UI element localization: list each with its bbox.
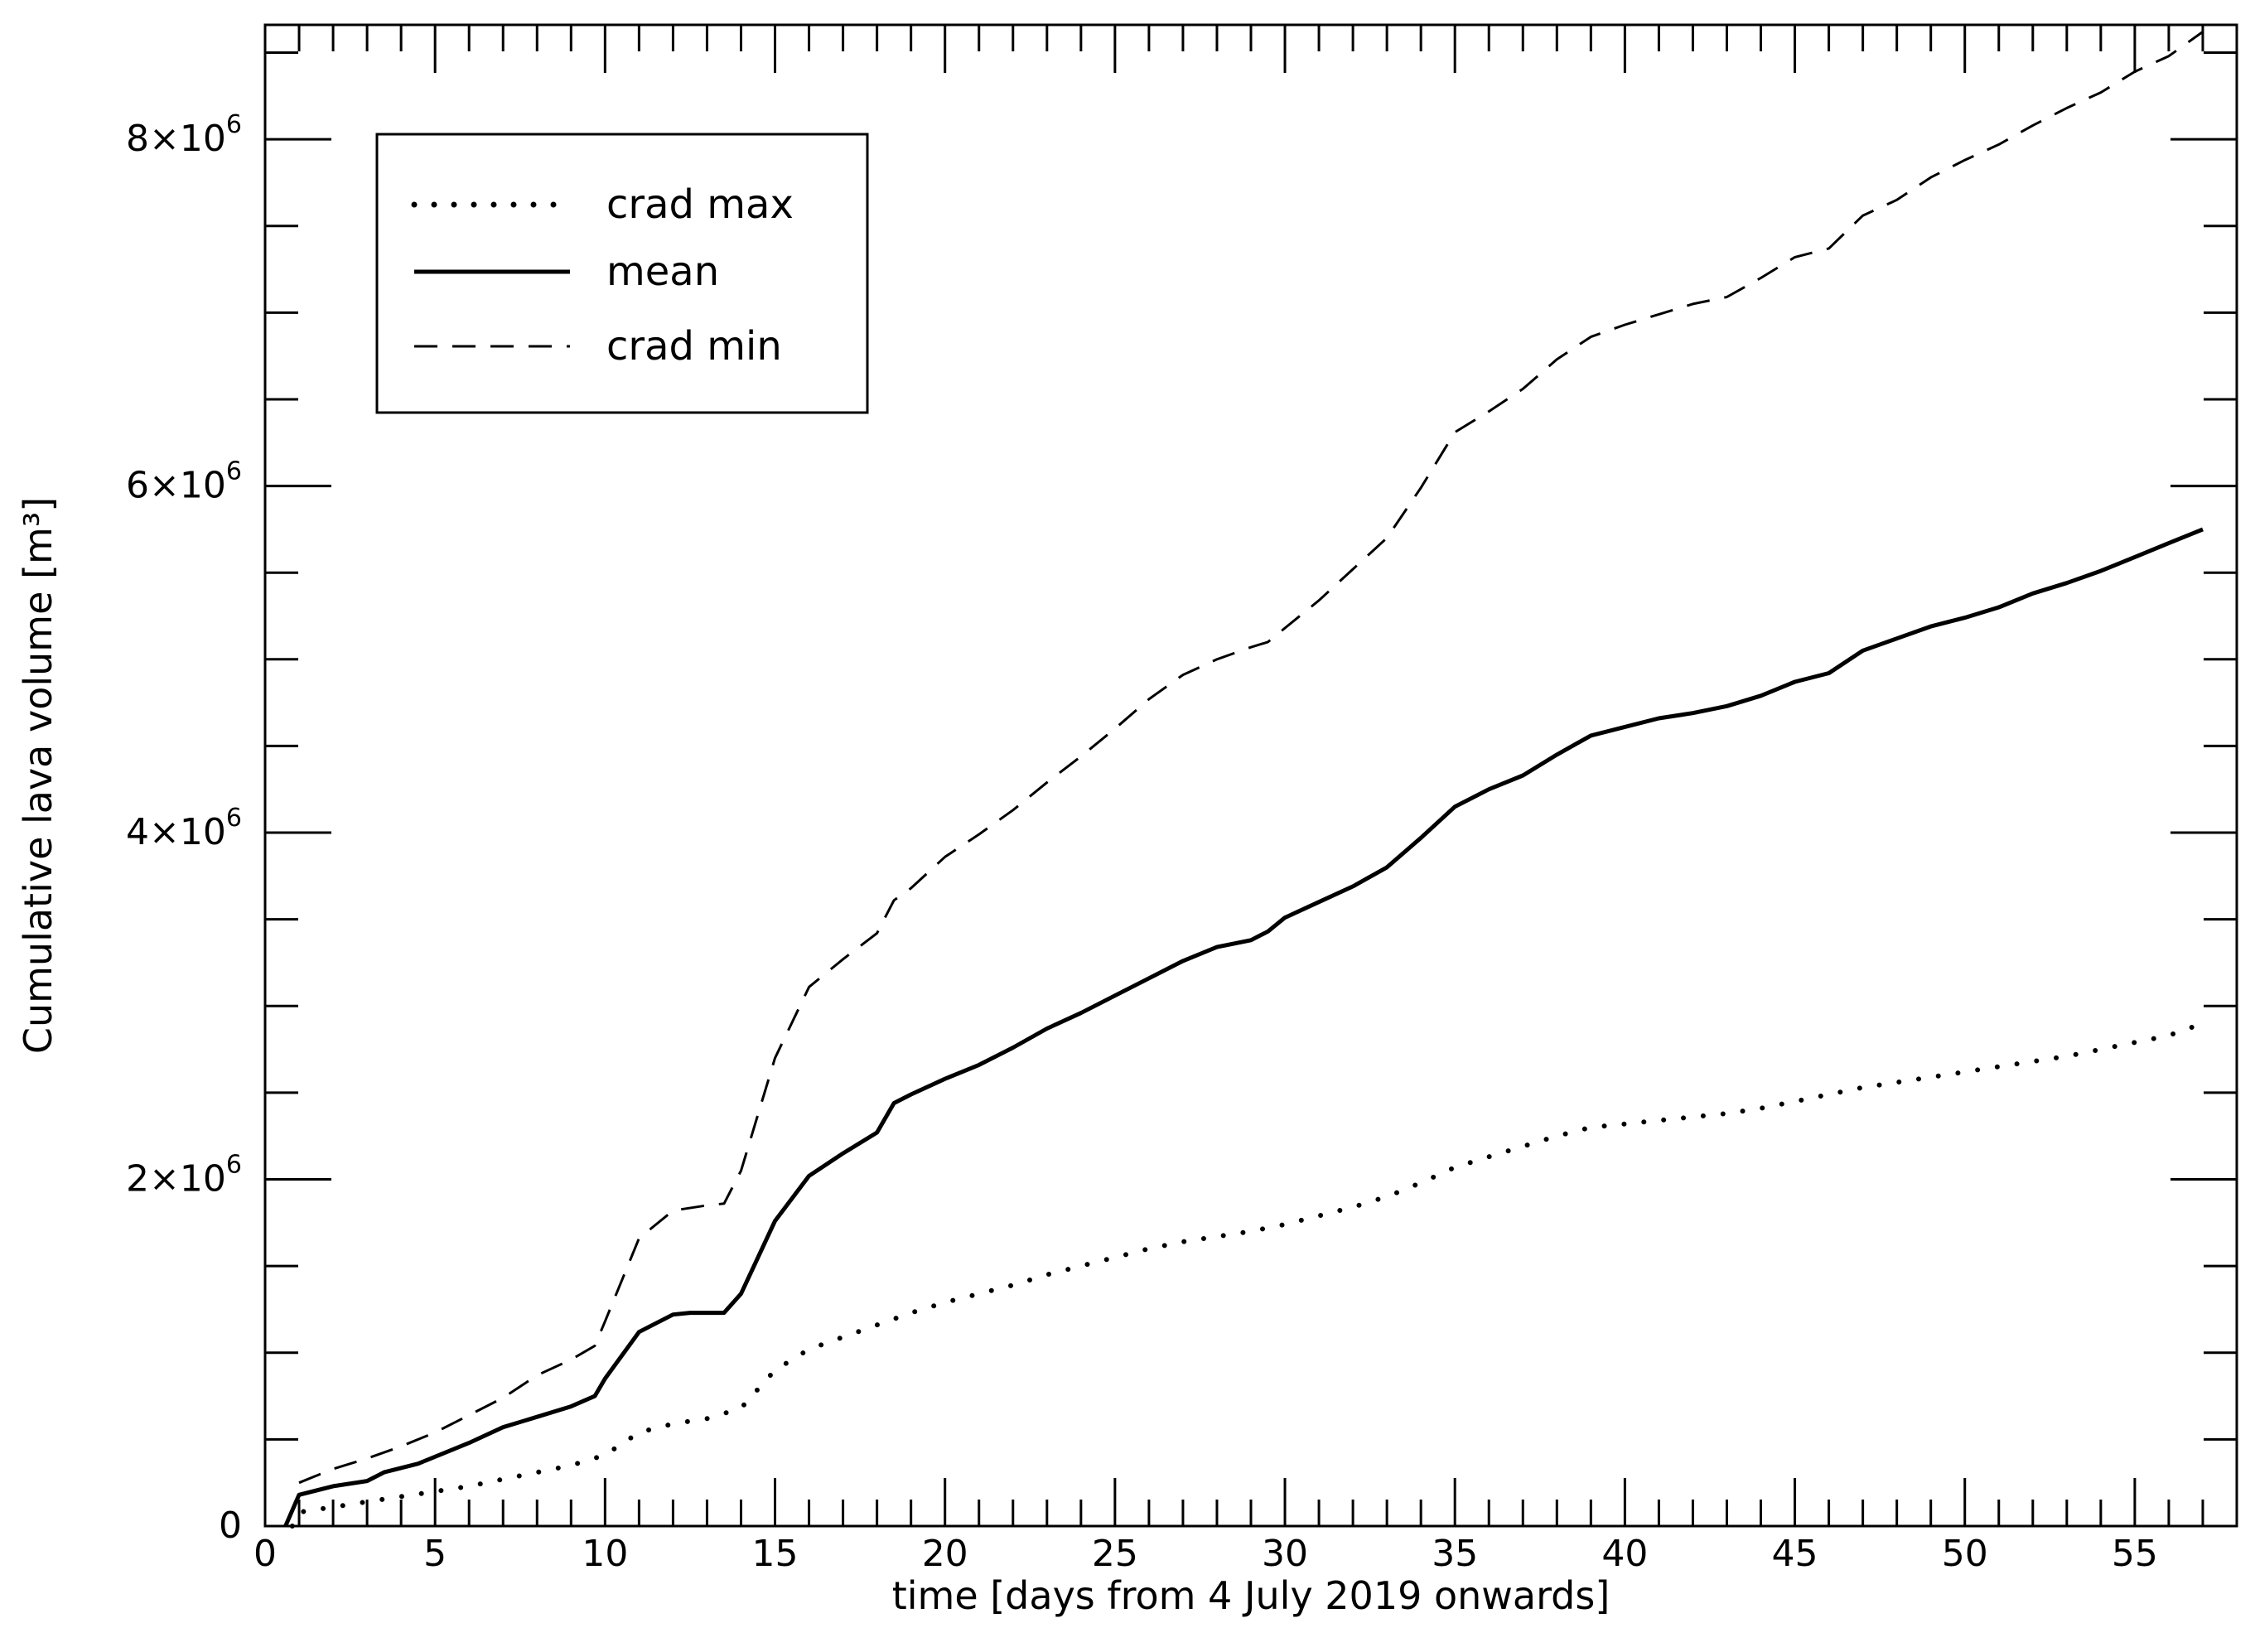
x-tick-label: 5 — [423, 1533, 447, 1575]
x-tick-label: 40 — [1601, 1533, 1648, 1575]
x-tick-label: 25 — [1092, 1533, 1138, 1575]
x-tick-label: 45 — [1772, 1533, 1818, 1575]
legend-label-crad-max: crad max — [606, 181, 794, 228]
x-tick-label: 15 — [752, 1533, 799, 1575]
x-tick-label: 10 — [582, 1533, 628, 1575]
y-tick-label: 2×106 — [126, 1151, 242, 1200]
series-line-crad-min — [298, 31, 2204, 1485]
series-line-crad-max — [289, 1021, 2205, 1529]
y-tick-label: 0 — [219, 1505, 242, 1547]
legend-label-crad-min: crad min — [606, 323, 782, 370]
x-tick-label: 0 — [254, 1533, 277, 1575]
x-tick-label: 30 — [1262, 1533, 1308, 1575]
y-tick-label: 4×106 — [126, 804, 242, 853]
y-tick-labels: 0 2×106 4×106 6×106 8×106 — [126, 110, 242, 1547]
x-tick-label: 55 — [2112, 1533, 2158, 1575]
series-layer — [283, 31, 2205, 1529]
legend-label-mean: mean — [606, 249, 719, 295]
legend: crad max mean crad min — [375, 133, 869, 414]
plot-area-frame — [263, 23, 2238, 1528]
x-tick-label: 50 — [1942, 1533, 1988, 1575]
y-tick-label: 8×106 — [126, 110, 242, 160]
y-tick-label: 6×106 — [126, 457, 242, 507]
x-tick-label: 20 — [922, 1533, 968, 1575]
x-tick-label: 35 — [1432, 1533, 1478, 1575]
y-axis-label: Cumulative lava volume [m³] — [16, 497, 60, 1054]
x-axis-label: time [days from 4 July 2019 onwards] — [892, 1573, 1610, 1618]
x-tick-labels: 0 5 10 15 20 25 30 35 40 45 50 55 — [254, 1533, 2158, 1575]
series-line-mean — [283, 527, 2204, 1527]
